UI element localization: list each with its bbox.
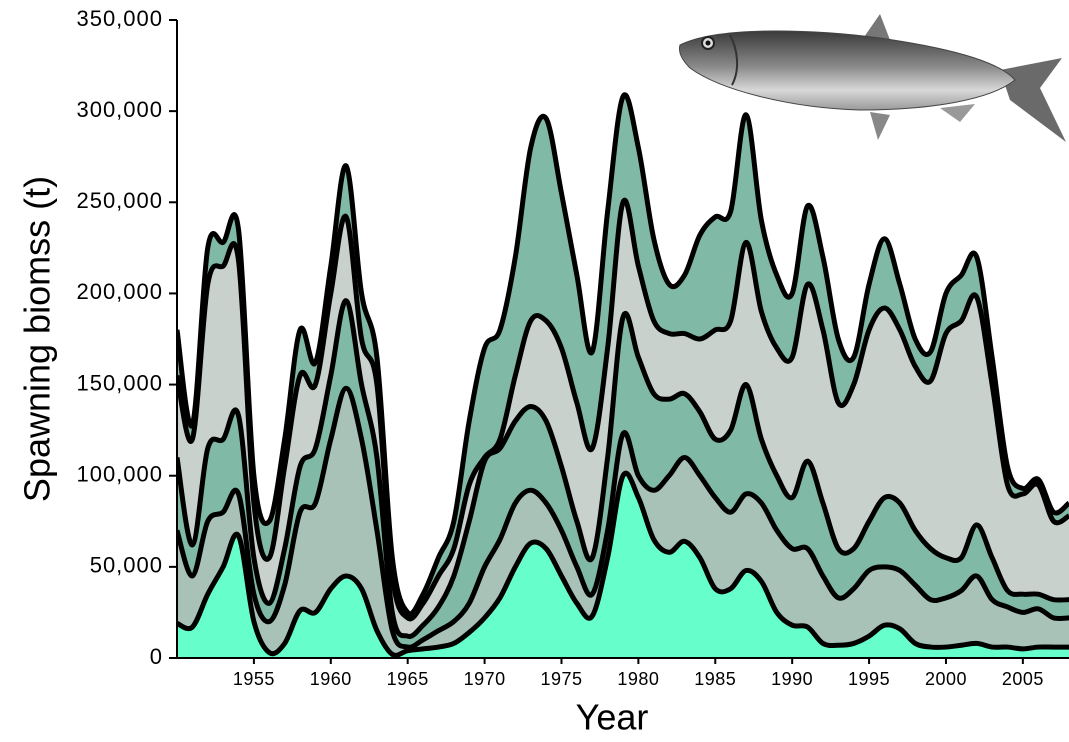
x-tick-label: 1965	[387, 669, 429, 689]
y-tick-label: 50,000	[90, 553, 163, 578]
x-tick-label: 1980	[617, 669, 659, 689]
y-tick-label: 350,000	[76, 6, 163, 31]
y-tick-label: 100,000	[76, 462, 163, 487]
y-tick-label: 200,000	[76, 279, 163, 304]
y-tick-label: 250,000	[76, 188, 163, 213]
x-tick-label: 1990	[771, 669, 813, 689]
fish-illustration	[679, 14, 1066, 142]
y-tick-label: 150,000	[76, 370, 163, 395]
x-tick-label: 1985	[694, 669, 736, 689]
x-tick-label: 1970	[464, 669, 506, 689]
area-layer	[177, 200, 1069, 637]
layer-outline	[177, 92, 1069, 617]
x-tick-label: 1960	[310, 669, 352, 689]
x-axis-title: Year	[576, 697, 649, 738]
y-tick-label: 0	[150, 644, 163, 669]
layer-outline	[177, 298, 1069, 639]
plot-area	[177, 92, 1069, 658]
x-tick-label: 2000	[925, 669, 967, 689]
layer-outline	[177, 197, 1069, 622]
layer-outline	[177, 470, 1069, 658]
y-axis-title: Spawning biomss (t)	[17, 176, 58, 502]
area-layer	[177, 300, 1069, 648]
x-tick-label: 1975	[540, 669, 582, 689]
layer-outline	[177, 385, 1069, 650]
x-tick-label: 2005	[1002, 669, 1044, 689]
y-tick-label: 300,000	[76, 97, 163, 122]
x-tick-label: 1995	[848, 669, 890, 689]
area-layer	[177, 473, 1069, 658]
x-tick-label: 1955	[233, 669, 275, 689]
